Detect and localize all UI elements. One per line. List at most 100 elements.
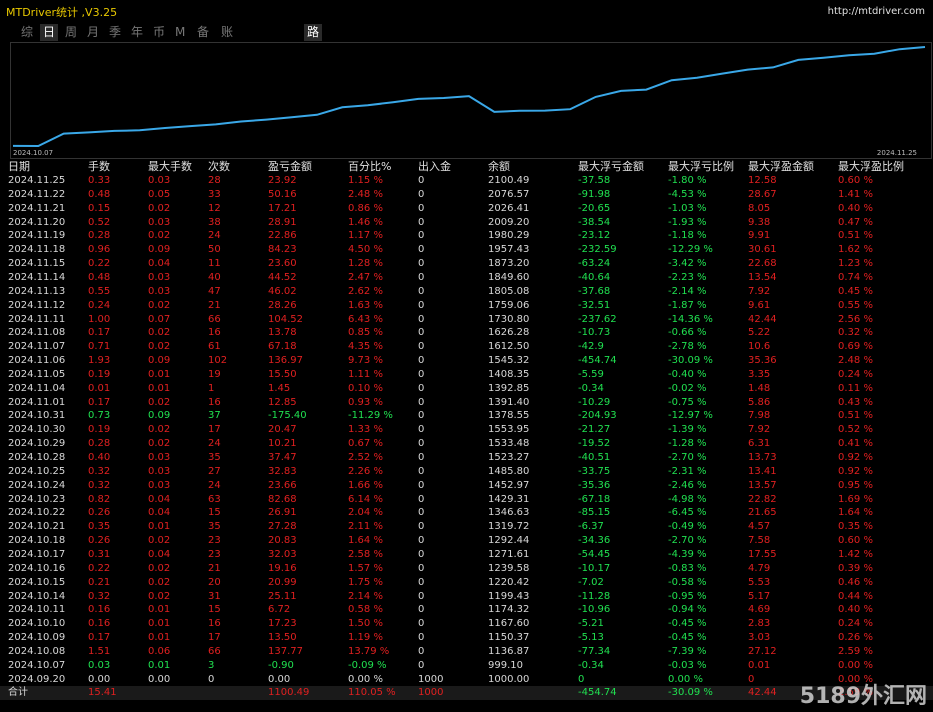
cell-3: 66 xyxy=(208,645,221,657)
cell-11: 0.44 % xyxy=(838,590,873,602)
cell-7: 1533.48 xyxy=(488,438,530,450)
cell-6: 0 xyxy=(418,548,425,560)
cell-6: 0 xyxy=(418,271,425,283)
app-url-link[interactable]: http://mtdriver.com xyxy=(827,6,925,17)
tab-8[interactable]: 备 xyxy=(197,25,210,39)
cell-5: -11.29 % xyxy=(348,410,393,422)
cell-0: 2024.10.11 xyxy=(8,604,66,616)
cell-4: 17.23 xyxy=(268,618,297,630)
tab-10[interactable]: 路径 xyxy=(304,24,323,56)
cell-4: 82.68 xyxy=(268,493,297,505)
cell-10: 4.79 xyxy=(748,562,771,574)
cell-5: 0.93 % xyxy=(348,396,383,408)
cell-7: 1873.20 xyxy=(488,258,530,270)
cell-10: 17.55 xyxy=(748,548,777,560)
tab-5[interactable]: 年 xyxy=(131,25,144,39)
cell-4: 19.16 xyxy=(268,562,297,574)
cell-10: 1.48 xyxy=(748,382,771,394)
cell-7: 1553.95 xyxy=(488,424,530,436)
cell-3: 16 xyxy=(208,618,221,630)
cell-7: 1136.87 xyxy=(488,645,530,657)
cell-3: 11 xyxy=(208,258,221,270)
cell-4: 67.18 xyxy=(268,341,297,353)
cell-3: 63 xyxy=(208,493,221,505)
cell-0: 2024.10.08 xyxy=(8,645,66,657)
cell-2: 0.01 xyxy=(148,368,171,380)
cell-11: 0.92 % xyxy=(838,465,873,477)
cell-8: -21.27 xyxy=(578,424,611,436)
cell-10: 4.69 xyxy=(748,604,771,616)
cell-7: 2009.20 xyxy=(488,216,530,228)
cell-11: 0.32 % xyxy=(838,327,873,339)
cell-0: 2024.11.01 xyxy=(8,396,66,408)
cell-3: 15 xyxy=(208,507,221,519)
tab-1[interactable]: 日 xyxy=(40,24,59,41)
cell-10: 22.68 xyxy=(748,258,777,270)
tab-6[interactable]: 币 xyxy=(153,25,166,39)
cell-10: 12.58 xyxy=(748,175,777,186)
cell-6: 0 xyxy=(418,355,425,367)
cell-3: 66 xyxy=(208,313,221,325)
cell-11: 0.40 % xyxy=(838,604,873,616)
cell-2: 0.09 xyxy=(148,355,171,367)
tab-9[interactable]: 账户 xyxy=(221,25,234,56)
table-row: 2024.11.01 0.17 0.02 16 12.85 0.93 % 0 1391.40 -… xyxy=(0,396,933,410)
cell-4: 12.85 xyxy=(268,396,297,408)
cell-11: 0.69 % xyxy=(838,341,873,353)
cell-11: 2.59 % xyxy=(838,687,873,699)
cell-9: -0.75 % xyxy=(668,396,707,408)
cell-11: 0.51 % xyxy=(838,230,873,242)
cell-2: 0.02 xyxy=(148,230,171,242)
cell-5: 0.10 % xyxy=(348,382,383,394)
cell-4: 23.66 xyxy=(268,479,297,491)
cell-9: -2.78 % xyxy=(668,341,707,353)
cell-4: 25.11 xyxy=(268,590,297,602)
cell-1: 0.32 xyxy=(88,465,111,477)
table-row: 2024.11.22 0.48 0.05 33 50.16 2.48 % 0 2076.57 -… xyxy=(0,188,933,202)
table-row: 2024.10.21 0.35 0.01 35 27.28 2.11 % 0 1319.72 -… xyxy=(0,520,933,534)
cell-0: 2024.11.05 xyxy=(8,368,66,380)
cell-7: 1346.63 xyxy=(488,507,530,519)
cell-10: 5.17 xyxy=(748,590,771,602)
cell-10: 13.54 xyxy=(748,271,777,283)
cell-1: 0.40 xyxy=(88,452,111,463)
tab-2[interactable]: 周 xyxy=(65,25,78,39)
cell-3: 35 xyxy=(208,521,221,533)
cell-2: 0.03 xyxy=(148,479,171,491)
cell-5: 1.75 % xyxy=(348,576,383,588)
cell-9: -1.93 % xyxy=(668,216,707,228)
cell-11: 0.51 % xyxy=(838,410,873,422)
cell-2: 0.04 xyxy=(148,258,171,270)
cell-10: 21.65 xyxy=(748,507,777,519)
cell-8: -33.75 xyxy=(578,465,611,477)
cell-3: 16 xyxy=(208,396,221,408)
tab-4[interactable]: 季 xyxy=(109,25,122,39)
cell-1: 0.21 xyxy=(88,576,111,588)
cell-7: 2100.49 xyxy=(488,175,530,186)
table-row: 2024.10.08 1.51 0.06 66 137.77 13.79 % 0 1136.8… xyxy=(0,645,933,659)
cell-8: -77.34 xyxy=(578,645,611,657)
cell-8: -40.64 xyxy=(578,271,611,283)
tab-7[interactable]: M xyxy=(175,25,186,39)
tab-3[interactable]: 月 xyxy=(87,25,100,39)
cell-3: 0 xyxy=(208,673,215,685)
cell-9: -0.58 % xyxy=(668,576,707,588)
table-row: 2024.10.31 0.73 0.09 37 -175.40 -11.29 % 0 1378… xyxy=(0,409,933,423)
tab-0[interactable]: 综 xyxy=(21,25,34,39)
cell-4: 104.52 xyxy=(268,313,303,325)
cell-7: 1167.60 xyxy=(488,618,530,630)
cell-10: 最大浮盈金额 xyxy=(748,160,814,173)
cell-0: 2024.10.22 xyxy=(8,507,66,519)
cell-7: 1271.61 xyxy=(488,548,530,560)
cell-9: -7.39 % xyxy=(668,645,707,657)
cell-0: 2024.10.07 xyxy=(8,659,66,671)
cell-1: 0.73 xyxy=(88,410,111,422)
cell-4: 22.86 xyxy=(268,230,297,242)
cell-2: 0.06 xyxy=(148,645,171,657)
cell-7: 1174.32 xyxy=(488,604,530,616)
cell-2: 0.03 xyxy=(148,216,171,228)
table-row: 2024.11.08 0.17 0.02 16 13.78 0.85 % 0 1626.28 -… xyxy=(0,326,933,340)
cell-5: 2.14 % xyxy=(348,590,383,602)
cell-11: 1.41 % xyxy=(838,188,873,200)
app-title: MTDriver统计 ,V3.25 xyxy=(6,6,118,19)
